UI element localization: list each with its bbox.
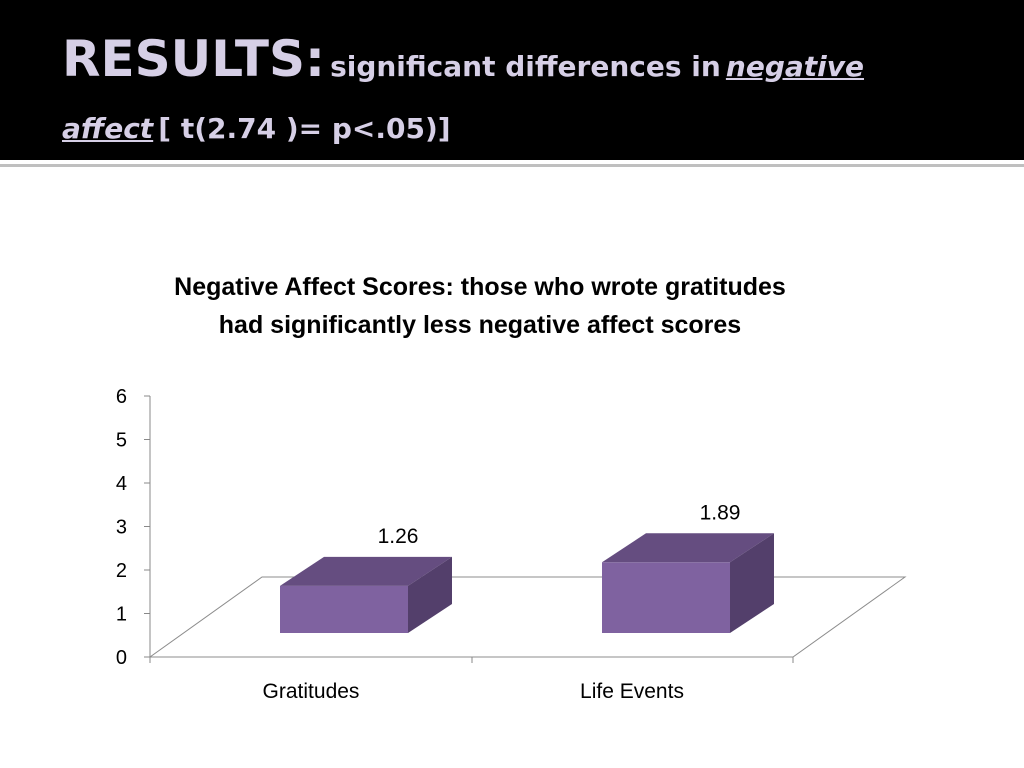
chart-bars bbox=[280, 533, 774, 633]
title-main: RESULTS: bbox=[62, 30, 325, 88]
title-sub-after: [ t(2.74 )= p<.05)] bbox=[158, 112, 451, 145]
y-tick-label: 5 bbox=[116, 430, 127, 452]
y-tick-label: 1 bbox=[116, 604, 127, 626]
y-tick-label: 0 bbox=[116, 647, 127, 669]
bar-data-label: 1.26 bbox=[378, 525, 419, 548]
bar-data-label: 1.89 bbox=[700, 501, 741, 524]
bar-side bbox=[730, 533, 774, 633]
bar-top bbox=[280, 556, 452, 586]
chart-floor bbox=[148, 576, 907, 658]
x-category-label: Life Events bbox=[580, 680, 684, 703]
y-tick-label: 4 bbox=[116, 473, 127, 495]
slide-header bbox=[0, 0, 1024, 160]
bar-front bbox=[280, 585, 408, 633]
title-sub-before: significant differences in bbox=[330, 50, 721, 83]
bar-front bbox=[602, 562, 730, 633]
bar-top bbox=[602, 533, 774, 563]
chart-axes: 0 1 2 3 4 5 6 bbox=[116, 386, 907, 669]
title-emph-negative: negative bbox=[725, 50, 864, 83]
bar-side bbox=[408, 556, 452, 633]
chart-labels: Gratitudes Life Events 1.26 1.89 bbox=[263, 501, 741, 703]
y-tick-label: 3 bbox=[116, 517, 127, 539]
chart-title-line1: Negative Affect Scores: those who wrote … bbox=[174, 273, 786, 301]
x-category-label: Gratitudes bbox=[263, 680, 360, 703]
title-emph-affect: affect bbox=[62, 112, 154, 145]
y-tick-label: 6 bbox=[116, 386, 127, 408]
y-tick-label: 2 bbox=[116, 560, 127, 582]
slide-title: RESULTS: significant differences in nega… bbox=[62, 30, 1002, 162]
header-divider bbox=[0, 164, 1024, 167]
chart-title: Negative Affect Scores: those who wrote … bbox=[100, 268, 860, 344]
chart-title-line2: had significantly less negative affect s… bbox=[218, 311, 742, 339]
